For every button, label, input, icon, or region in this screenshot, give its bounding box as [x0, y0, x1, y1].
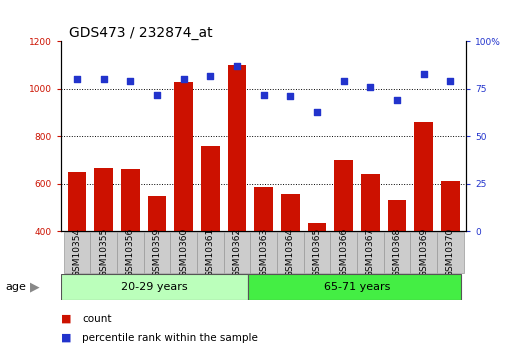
Bar — [94, 168, 113, 326]
Text: GSM10367: GSM10367 — [366, 228, 375, 277]
FancyBboxPatch shape — [437, 232, 464, 273]
Point — [153, 92, 161, 97]
Text: GSM10366: GSM10366 — [339, 228, 348, 277]
Point — [313, 109, 321, 115]
Bar — [148, 196, 166, 326]
Point — [393, 97, 401, 103]
Text: GSM10368: GSM10368 — [393, 228, 402, 277]
FancyBboxPatch shape — [90, 232, 117, 273]
Point — [419, 71, 428, 76]
Bar — [388, 200, 407, 326]
Text: GSM10362: GSM10362 — [233, 228, 242, 277]
FancyBboxPatch shape — [410, 232, 437, 273]
Text: GSM10363: GSM10363 — [259, 228, 268, 277]
Text: percentile rank within the sample: percentile rank within the sample — [82, 333, 258, 343]
Bar — [414, 122, 433, 326]
Text: GSM10361: GSM10361 — [206, 228, 215, 277]
FancyBboxPatch shape — [224, 232, 250, 273]
Bar — [248, 274, 461, 300]
Point — [286, 93, 295, 99]
Point — [100, 77, 108, 82]
Text: GSM10365: GSM10365 — [313, 228, 322, 277]
Bar — [281, 194, 299, 326]
Bar — [174, 82, 193, 326]
FancyBboxPatch shape — [197, 232, 224, 273]
Text: ▶: ▶ — [30, 281, 39, 294]
Text: GDS473 / 232874_at: GDS473 / 232874_at — [69, 26, 213, 40]
Bar — [61, 274, 248, 300]
FancyBboxPatch shape — [304, 232, 330, 273]
FancyBboxPatch shape — [277, 232, 304, 273]
FancyBboxPatch shape — [330, 232, 357, 273]
Text: 20-29 years: 20-29 years — [121, 282, 188, 292]
FancyBboxPatch shape — [250, 232, 277, 273]
Bar — [334, 160, 353, 326]
FancyBboxPatch shape — [357, 232, 384, 273]
Point — [339, 79, 348, 84]
Text: count: count — [82, 314, 112, 324]
Bar — [441, 181, 460, 326]
Bar — [201, 146, 219, 326]
Point — [126, 79, 135, 84]
Point — [73, 77, 81, 82]
Text: ■: ■ — [61, 333, 72, 343]
FancyBboxPatch shape — [144, 232, 170, 273]
Bar — [121, 169, 139, 326]
Bar — [361, 174, 379, 326]
Point — [180, 77, 188, 82]
FancyBboxPatch shape — [384, 232, 410, 273]
Text: GSM10360: GSM10360 — [179, 228, 188, 277]
Text: ■: ■ — [61, 314, 72, 324]
Bar — [228, 65, 246, 326]
Point — [366, 84, 375, 90]
Point — [206, 73, 215, 78]
Text: 65-71 years: 65-71 years — [324, 282, 390, 292]
Text: GSM10369: GSM10369 — [419, 228, 428, 277]
Text: GSM10359: GSM10359 — [153, 228, 162, 277]
Bar — [254, 187, 273, 326]
FancyBboxPatch shape — [117, 232, 144, 273]
Text: GSM10356: GSM10356 — [126, 228, 135, 277]
Point — [259, 92, 268, 97]
Point — [233, 63, 241, 69]
Text: GSM10354: GSM10354 — [73, 228, 82, 277]
FancyBboxPatch shape — [64, 232, 90, 273]
Text: GSM10364: GSM10364 — [286, 228, 295, 277]
Bar — [308, 223, 326, 326]
Text: age: age — [5, 282, 26, 292]
Point — [446, 79, 455, 84]
Bar — [68, 172, 86, 326]
Text: GSM10370: GSM10370 — [446, 228, 455, 277]
Text: GSM10355: GSM10355 — [99, 228, 108, 277]
FancyBboxPatch shape — [170, 232, 197, 273]
